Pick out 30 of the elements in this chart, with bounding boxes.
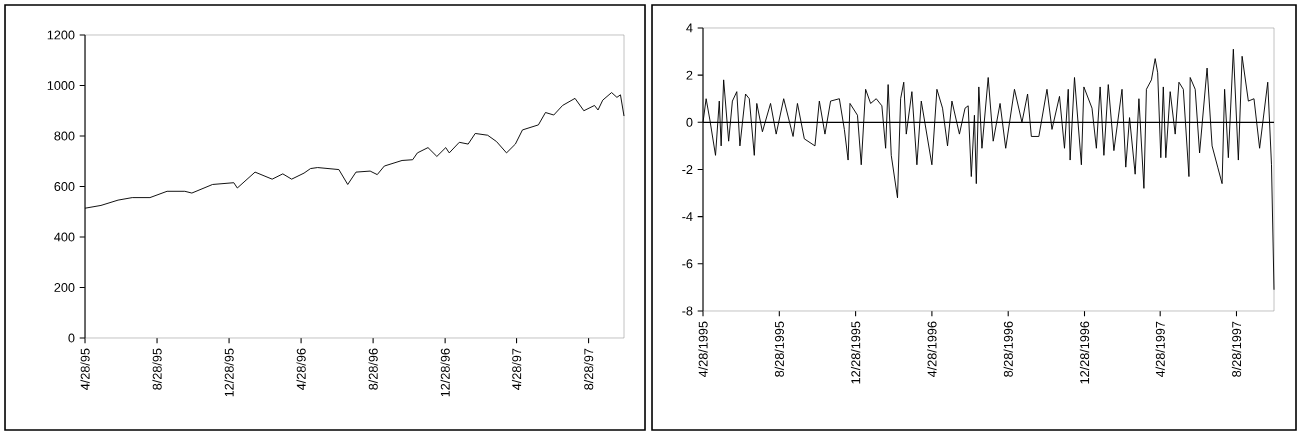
- x-tick-label: 8/28/96: [368, 348, 378, 390]
- y-tick-label: 1000: [47, 81, 75, 90]
- x-tick-label: 8/28/1995: [774, 321, 784, 377]
- x-tick-label: 8/28/95: [152, 348, 162, 390]
- x-tick-label: 12/28/96: [440, 348, 450, 397]
- y-tick-label: 4: [686, 23, 693, 33]
- x-tick-label: 12/28/1996: [1079, 321, 1090, 384]
- y-tick-label: 200: [54, 283, 75, 292]
- x-tick-label: 4/28/97: [511, 348, 522, 390]
- x-tick-label: 8/28/97: [583, 348, 594, 390]
- x-tick-label: 4/28/1995: [698, 321, 708, 378]
- y-tick-label: 0: [68, 333, 75, 343]
- y-tick-label: 0: [686, 117, 693, 127]
- x-tick-label: 4/28/96: [296, 348, 306, 390]
- y-tick-label: -2: [682, 165, 693, 174]
- y-tick-label: 2: [686, 70, 693, 80]
- y-tick-label: -6: [682, 259, 693, 269]
- x-tick-label: 4/28/1996: [927, 321, 937, 378]
- y-tick-label: -4: [682, 212, 693, 222]
- y-tick-label: 1200: [47, 30, 75, 40]
- y-tick-label: 600: [54, 182, 75, 191]
- y-tick-label: 400: [54, 232, 75, 242]
- x-tick-label: 12/28/1995: [850, 321, 861, 384]
- x-tick-label: 8/28/1996: [1003, 321, 1013, 377]
- y-tick-label: 800: [54, 131, 75, 141]
- x-tick-label: 4/28/1997: [1155, 321, 1165, 378]
- x-tick-label: 8/28/1997: [1231, 321, 1242, 377]
- y-tick-label: -8: [682, 306, 693, 316]
- x-tick-label: 12/28/95: [224, 348, 234, 397]
- x-tick-label: 4/28/95: [80, 348, 90, 390]
